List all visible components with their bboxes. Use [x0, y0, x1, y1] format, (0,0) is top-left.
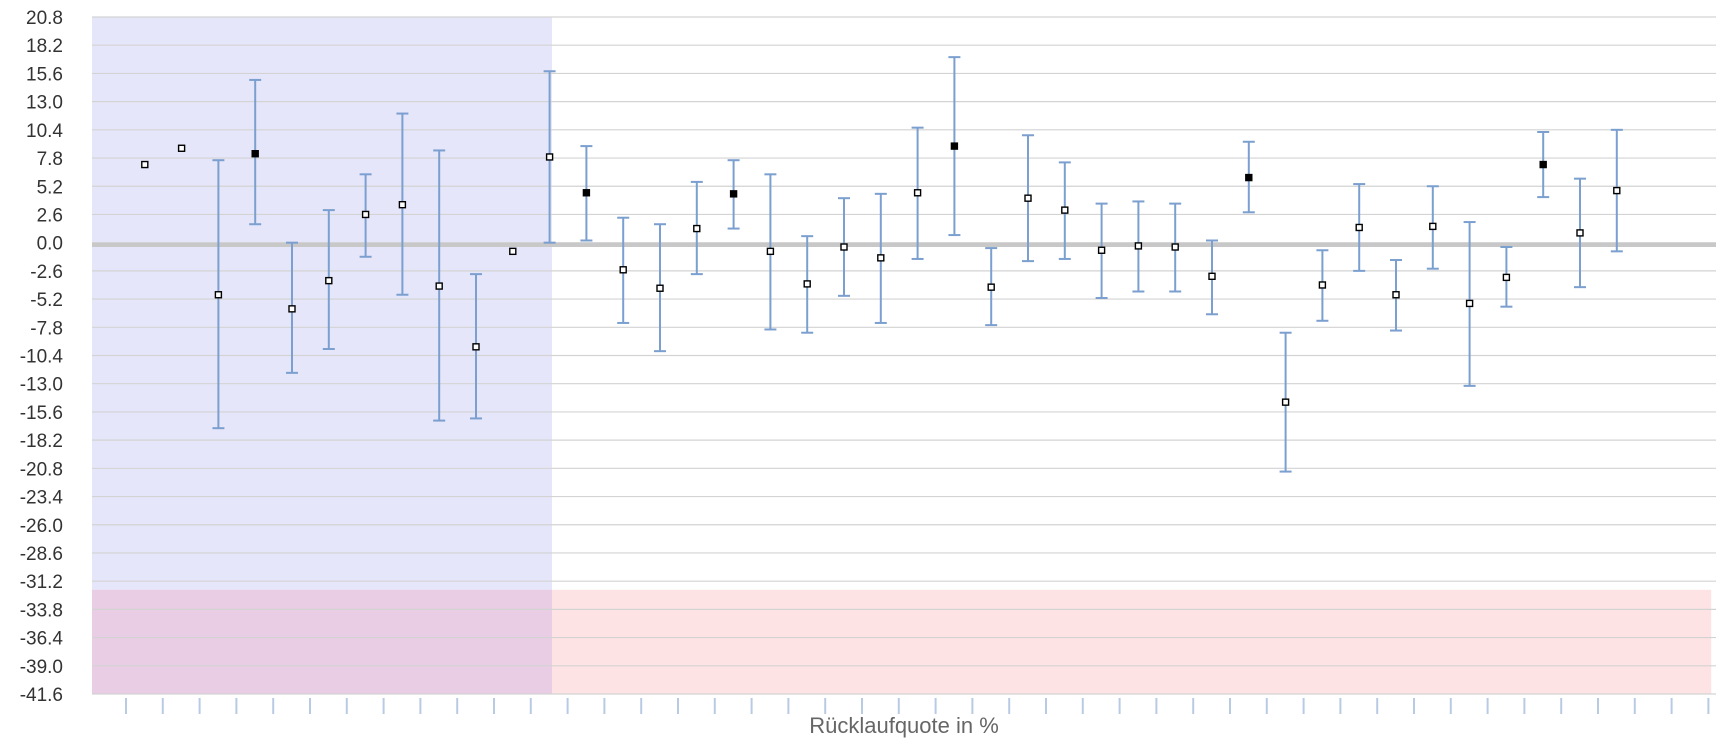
y-tick-label: -41.6 — [20, 685, 63, 706]
data-point — [693, 224, 701, 233]
data-point — [729, 190, 738, 198]
y-tick-label: -26.0 — [20, 516, 63, 537]
y-tick-label: -28.6 — [20, 544, 63, 565]
y-tick-label: 20.8 — [26, 8, 63, 29]
data-point — [1502, 273, 1511, 282]
y-tick-label: -2.6 — [30, 262, 63, 283]
data-point — [1171, 243, 1179, 251]
data-point — [214, 291, 223, 299]
y-tick-label: -33.8 — [20, 600, 63, 621]
y-tick-label: -18.2 — [20, 431, 63, 452]
x-axis — [125, 698, 1710, 714]
data-point — [1097, 246, 1106, 254]
data-point — [435, 282, 443, 290]
y-tick-label: 0.0 — [37, 234, 63, 255]
data-point — [987, 283, 995, 291]
data-point — [361, 210, 370, 219]
data-point — [840, 243, 848, 251]
data-point — [619, 266, 627, 274]
data-point — [913, 189, 922, 197]
data-point — [1024, 194, 1032, 202]
data-point — [251, 150, 259, 158]
data-point — [1355, 223, 1363, 232]
y-tick-label: -5.2 — [30, 290, 63, 311]
data-point — [1134, 242, 1143, 250]
y-tick-label: -36.4 — [20, 629, 64, 650]
y-tick-label: -10.4 — [20, 347, 64, 368]
y-tick-label: 18.2 — [26, 36, 63, 57]
data-point — [1429, 222, 1437, 231]
y-tick-label: -23.4 — [20, 488, 64, 509]
data-points — [141, 142, 1621, 406]
y-tick-label: 2.6 — [37, 205, 63, 226]
y-tick-label: -13.0 — [20, 375, 63, 396]
y-tick-label: -20.8 — [20, 459, 63, 480]
zero-line — [92, 242, 1716, 248]
data-point — [288, 305, 296, 313]
data-point — [950, 142, 959, 150]
y-tick-label: -7.8 — [30, 318, 63, 339]
y-tick-label: 10.4 — [26, 121, 63, 142]
y-tick-label: 7.8 — [37, 149, 63, 170]
data-point — [472, 343, 480, 351]
data-point — [509, 247, 517, 256]
y-axis: 20.8 18.2 15.6 13.0 10.4 7.8 5.2 2.6 0.0 -2.6 -5.2… — [20, 8, 64, 706]
data-point — [1576, 229, 1584, 237]
x-axis-title: Rücklaufquote in % — [809, 713, 999, 738]
data-point — [545, 153, 554, 161]
data-point — [877, 254, 885, 262]
data-point — [1208, 272, 1216, 280]
data-point — [582, 189, 591, 197]
data-point — [398, 200, 407, 209]
y-tick-label: 15.6 — [26, 64, 63, 85]
zero-band — [92, 242, 1716, 248]
data-point — [1061, 206, 1069, 214]
data-point — [1465, 299, 1474, 308]
data-point — [141, 160, 149, 169]
y-tick-label: 13.0 — [26, 93, 63, 114]
y-tick-label: -15.6 — [20, 403, 63, 424]
data-point — [803, 280, 811, 288]
data-point — [1539, 160, 1547, 169]
data-point — [1318, 281, 1327, 289]
data-point — [1613, 186, 1621, 195]
data-point — [656, 284, 664, 292]
y-tick-label: -31.2 — [20, 572, 63, 593]
y-tick-label: 5.2 — [37, 177, 63, 198]
data-point — [1392, 291, 1400, 299]
overlap-region — [92, 589, 552, 694]
data-point — [177, 144, 186, 152]
data-point — [1281, 398, 1290, 406]
data-point — [325, 276, 333, 285]
data-point — [1245, 173, 1253, 182]
y-tick-label: -39.0 — [20, 657, 63, 678]
data-point — [766, 247, 775, 256]
